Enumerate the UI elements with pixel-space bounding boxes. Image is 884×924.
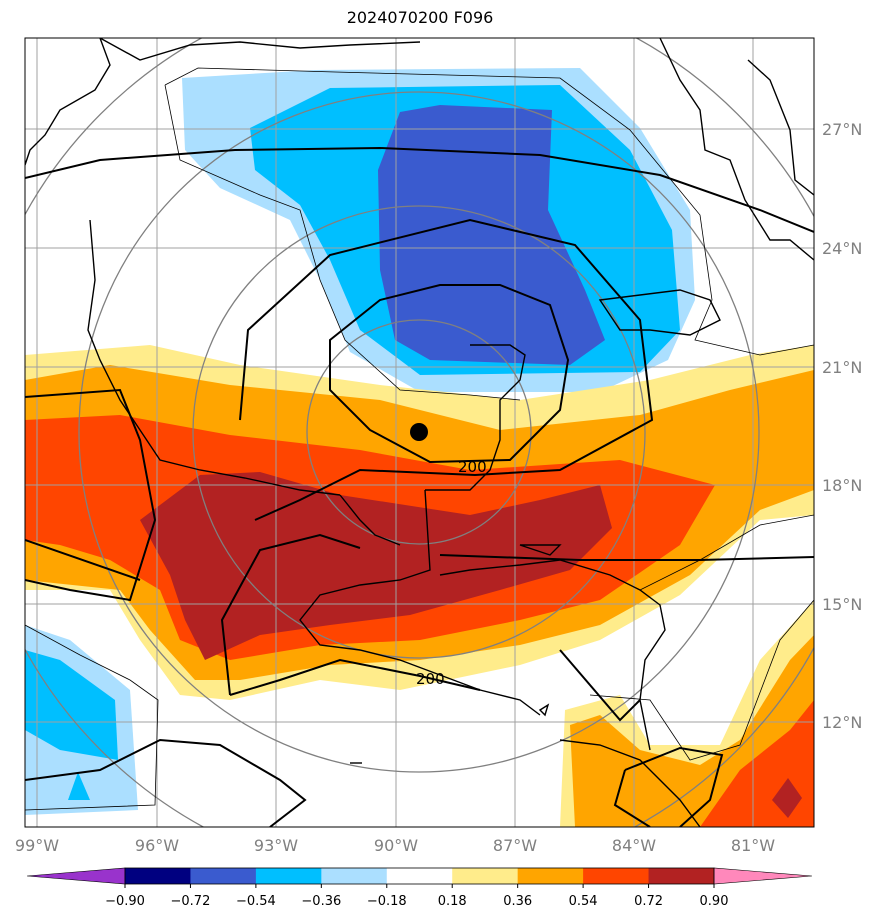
- colorbar-extend-min: [26, 867, 126, 885]
- range-circles: [25, 38, 814, 827]
- x-tick-label: 90°W: [374, 836, 418, 855]
- x-tick-label: 99°W: [15, 836, 59, 855]
- x-tick-label: 93°W: [254, 836, 298, 855]
- colorbar-segment: [583, 868, 650, 884]
- x-tick-labels: 99°W 96°W 93°W 90°W 87°W 84°W 81°W: [15, 836, 775, 855]
- colorbar-segment: [452, 868, 519, 884]
- colorbar-segment: [648, 868, 715, 884]
- shade-level-sky-blue-sw2: [68, 772, 90, 800]
- colorbar: −0.90 −0.72 −0.54 −0.36 −0.18 0.18 0.36 0.54 0.7…: [26, 867, 813, 909]
- colorbar-tick-label: −0.36: [301, 894, 341, 909]
- colorbar-tick-label: −0.18: [367, 894, 407, 909]
- colorbar-tick-label: 0.36: [503, 894, 532, 909]
- colorbar-outline: [124, 867, 715, 885]
- colorbar-tick-label: −0.72: [171, 894, 211, 909]
- y-tick-labels: 27°N 24°N 21°N 18°N 15°N 12°N: [822, 120, 862, 732]
- y-tick-label: 15°N: [822, 595, 862, 614]
- colorbar-segment: [125, 868, 191, 884]
- shade-level-dark-red-se: [772, 778, 802, 818]
- y-tick-label: 18°N: [822, 476, 862, 495]
- contour-label-200-north: 200: [458, 458, 487, 476]
- colorbar-tick-label: 0.72: [634, 894, 663, 909]
- x-tick-label: 96°W: [135, 836, 179, 855]
- shade-level-sky-blue-sw: [25, 650, 118, 760]
- colorbar-tick-label: −0.90: [105, 894, 145, 909]
- colorbar-segment: [321, 868, 388, 884]
- storm-center-marker: [410, 423, 428, 441]
- plot-frame: [24, 37, 815, 828]
- y-tick-label: 27°N: [822, 120, 862, 139]
- y-tick-label: 12°N: [822, 713, 862, 732]
- y-tick-label: 21°N: [822, 358, 862, 377]
- colorbar-extend-max: [713, 867, 813, 885]
- colorbar-tick-label: 0.18: [438, 894, 467, 909]
- y-tick-label: 24°N: [822, 239, 862, 258]
- colorbar-tick-label: 0.90: [700, 894, 729, 909]
- coastlines: [25, 38, 814, 827]
- chart-title: 2024070200 F096: [346, 8, 494, 27]
- x-tick-label: 84°W: [612, 836, 656, 855]
- colorbar-segment: [255, 868, 322, 884]
- colorbar-segment: [517, 868, 584, 884]
- plot-area: [25, 38, 814, 827]
- colorbar-segment: [190, 868, 257, 884]
- x-tick-label: 81°W: [731, 836, 775, 855]
- contour-label-200-south: 200: [416, 670, 445, 688]
- colorbar-tick-label: 0.54: [569, 894, 598, 909]
- thick-contours: [25, 146, 814, 827]
- colorbar-segment: [386, 868, 453, 884]
- x-tick-label: 87°W: [493, 836, 537, 855]
- shade-level-royal-blue: [378, 105, 605, 365]
- colorbar-tick-label: −0.54: [236, 894, 276, 909]
